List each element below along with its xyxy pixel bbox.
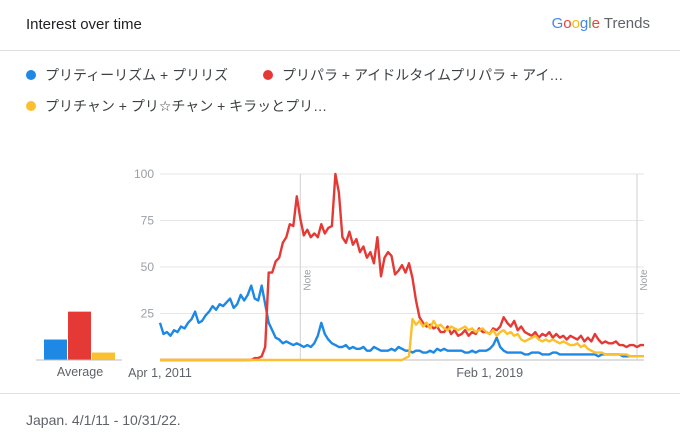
average-bar-1: [68, 311, 91, 360]
note-annotations: Note Note: [299, 174, 650, 360]
legend-dot-icon: [26, 101, 36, 111]
legend-item-prichan[interactable]: プリチャン + プリ☆チャン + キラッとプリ…: [26, 96, 327, 116]
note-label: Note: [639, 269, 650, 291]
chart-header: Interest over time Google Trends: [0, 0, 680, 51]
legend-dot-icon: [26, 70, 36, 80]
gridlines: [160, 173, 644, 361]
y-tick-label: 50: [141, 260, 155, 274]
y-tick-label: 100: [134, 167, 154, 181]
x-tick-label: Apr 1, 2011: [128, 366, 192, 380]
legend-dot-icon: [263, 70, 273, 80]
date-range: Japan. 4/1/11 - 10/31/22.: [26, 412, 181, 428]
axis-labels: 25 50 75 100 Apr 1, 2011 Feb 1, 2019: [128, 167, 523, 380]
series-line-1: [160, 172, 644, 362]
series-line-0: [158, 284, 644, 358]
average-label: Average: [57, 365, 103, 379]
legend-label: プリティーリズム + プリリズ: [45, 67, 229, 83]
legend-item-pripara[interactable]: プリパラ + アイドルタイムプリパラ + アイ…: [263, 65, 563, 85]
chart-title: Interest over time: [26, 16, 142, 33]
average-bars: Average: [36, 311, 122, 379]
series-lines: [158, 172, 644, 362]
average-bar-2: [92, 352, 115, 360]
y-tick-label: 25: [141, 307, 155, 321]
legend-item-pretty-rhythm[interactable]: プリティーリズム + プリリズ: [26, 65, 228, 85]
google-logo-text: Google: [551, 15, 600, 32]
legend-label: プリパラ + アイドルタイムプリパラ + アイ…: [282, 67, 564, 83]
series-line-2: [160, 317, 644, 362]
average-bar-0: [44, 339, 67, 360]
legend-label: プリチャン + プリ☆チャン + キラッとプリ…: [45, 98, 328, 114]
note-label: Note: [302, 269, 313, 291]
trends-logo-text: Trends: [603, 15, 650, 32]
chart-footer: Japan. 4/1/11 - 10/31/22.: [0, 393, 680, 444]
google-trends-logo: Google Trends: [552, 15, 650, 32]
y-tick-label: 75: [141, 214, 155, 228]
x-tick-label: Feb 1, 2019: [456, 366, 523, 380]
